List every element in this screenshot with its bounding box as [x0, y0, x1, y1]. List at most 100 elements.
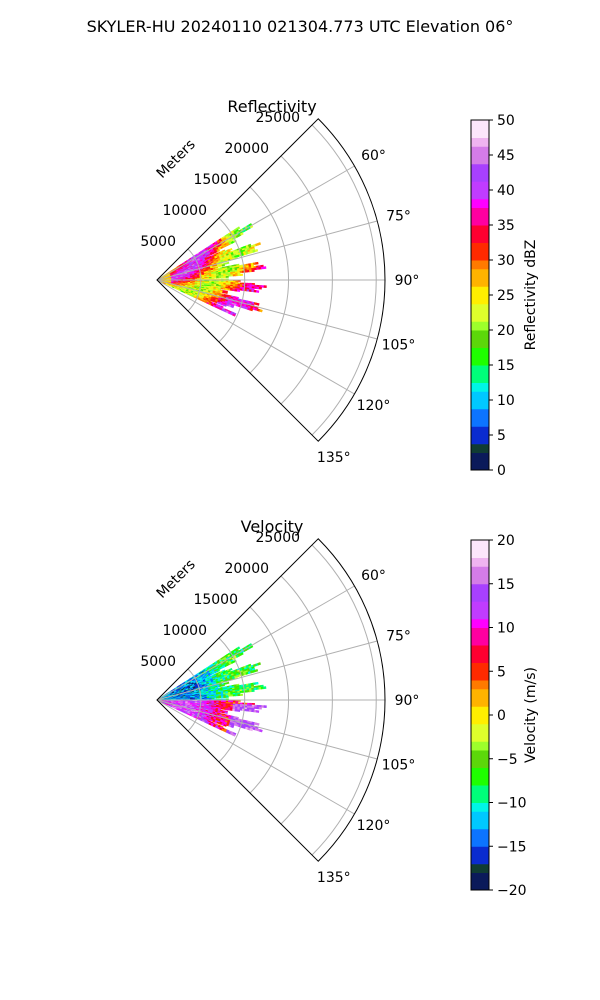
colorbar-segment	[471, 207, 489, 217]
colorbar-segment	[471, 312, 489, 322]
radial-tick-label: 5000	[140, 234, 176, 250]
colorbar-segment	[471, 172, 489, 182]
gate-cell	[249, 728, 254, 732]
colorbar-segment	[471, 741, 489, 751]
gate-cell	[226, 681, 230, 685]
gate-cell	[230, 305, 234, 309]
gate-cell	[224, 291, 228, 294]
azimuth-spoke	[156, 220, 378, 281]
gate-cell	[228, 667, 233, 671]
colorbar-segment	[471, 671, 489, 681]
sector-outline	[156, 118, 386, 442]
colorbar-tick-label: 30	[497, 253, 515, 269]
radial-tick-label: 5000	[140, 654, 176, 670]
gate-cell	[263, 686, 267, 690]
colorbar-tick-label: 10	[497, 393, 515, 409]
gate-cell	[223, 696, 227, 698]
colorbar-tick-label: 15	[497, 577, 515, 593]
colorbar-segment	[471, 146, 489, 156]
colorbar-segment	[471, 785, 489, 795]
colorbar-tick-label: 15	[497, 358, 515, 374]
gate-cell	[216, 276, 220, 279]
gate-cell	[258, 286, 262, 290]
colorbar-segment	[471, 540, 489, 550]
colorbar-tick-label: 0	[497, 463, 506, 479]
colorbar-segment	[471, 321, 489, 331]
angle-tick-label: 60°	[361, 568, 386, 584]
colorbar-segment	[471, 758, 489, 768]
gate-cell	[218, 696, 222, 699]
colorbar-segment	[471, 697, 489, 707]
colorbar-segment	[471, 461, 489, 471]
colorbar-segment	[471, 356, 489, 366]
panel-title: Reflectivity	[227, 97, 316, 116]
azimuth-spoke	[156, 165, 355, 281]
colorbar-label: Velocity (m/s)	[523, 667, 539, 763]
gate-cell	[236, 646, 241, 650]
colorbar-segment	[471, 662, 489, 672]
colorbar-segment	[471, 163, 489, 173]
colorbar-segment	[471, 811, 489, 821]
gate-cell	[228, 247, 233, 251]
colorbar-segment	[471, 408, 489, 418]
colorbar-segment	[471, 592, 489, 602]
gate-cell	[226, 261, 230, 265]
colorbar-segment	[471, 303, 489, 313]
colorbar: 0 5 10 15 20 25 30 35 40 45 50 Reflectivity dBZ	[470, 113, 539, 479]
radial-tick-label: 15000	[193, 592, 238, 608]
azimuth-spoke	[156, 279, 355, 395]
angle-tick-label: 120°	[357, 398, 391, 414]
colorbar-segment	[471, 846, 489, 856]
gate-cell	[221, 264, 225, 267]
colorbar-segment	[471, 688, 489, 698]
angle-tick-label: 120°	[357, 818, 391, 834]
colorbar-segment	[471, 575, 489, 585]
colorbar-segment	[471, 863, 489, 873]
gate-cell	[239, 232, 244, 236]
colorbar-segment	[471, 548, 489, 558]
angle-tick-label: 135°	[317, 450, 351, 466]
colorbar-segment	[471, 400, 489, 410]
colorbar-segment	[471, 338, 489, 348]
colorbar-segment	[471, 601, 489, 611]
gate-cell	[258, 706, 262, 710]
colorbar-segment	[471, 137, 489, 147]
gate-cell	[263, 705, 267, 708]
colorbar-segment	[471, 155, 489, 165]
gate-cell	[225, 695, 229, 698]
gate-cell	[259, 309, 263, 313]
colorbar-segment	[471, 837, 489, 847]
colorbar-label: Reflectivity dBZ	[523, 240, 539, 351]
gate-cell	[236, 289, 241, 292]
colorbar-tick-label: 5	[497, 428, 506, 444]
colorbar-tick-label: 20	[497, 533, 515, 549]
colorbar-segment	[471, 680, 489, 690]
colorbar-segment	[471, 347, 489, 357]
angle-tick-label: 135°	[317, 870, 351, 886]
colorbar-segment	[471, 268, 489, 278]
colorbar-tick-label: 0	[497, 708, 506, 724]
gate-cell	[221, 684, 225, 687]
radial-tick-label: 25000	[255, 110, 300, 126]
gate-cell	[224, 711, 228, 714]
colorbar-segment	[471, 828, 489, 838]
colorbar-segment	[471, 435, 489, 445]
gate-cell	[254, 668, 259, 673]
gate-cell	[254, 248, 259, 253]
colorbar-segment	[471, 583, 489, 593]
colorbar-segment	[471, 443, 489, 453]
colorbar-segment	[471, 295, 489, 305]
colorbar-segment	[471, 426, 489, 436]
colorbar-tick-label: −20	[497, 883, 527, 899]
reflectivity-panel: Reflectivity 5000 10000 15000 20000 25000 60° 7…	[140, 97, 539, 479]
gate-cell	[227, 694, 232, 697]
colorbar-tick-label: −10	[497, 796, 527, 812]
colorbar-segment	[471, 872, 489, 882]
gate-cell	[256, 710, 260, 713]
colorbar-tick-label: −15	[497, 839, 527, 855]
gate-cell	[255, 261, 259, 265]
colorbar-tick-label: 40	[497, 183, 515, 199]
gate-cell	[256, 722, 260, 726]
colorbar-segment	[471, 391, 489, 401]
gate-cell	[239, 652, 244, 656]
